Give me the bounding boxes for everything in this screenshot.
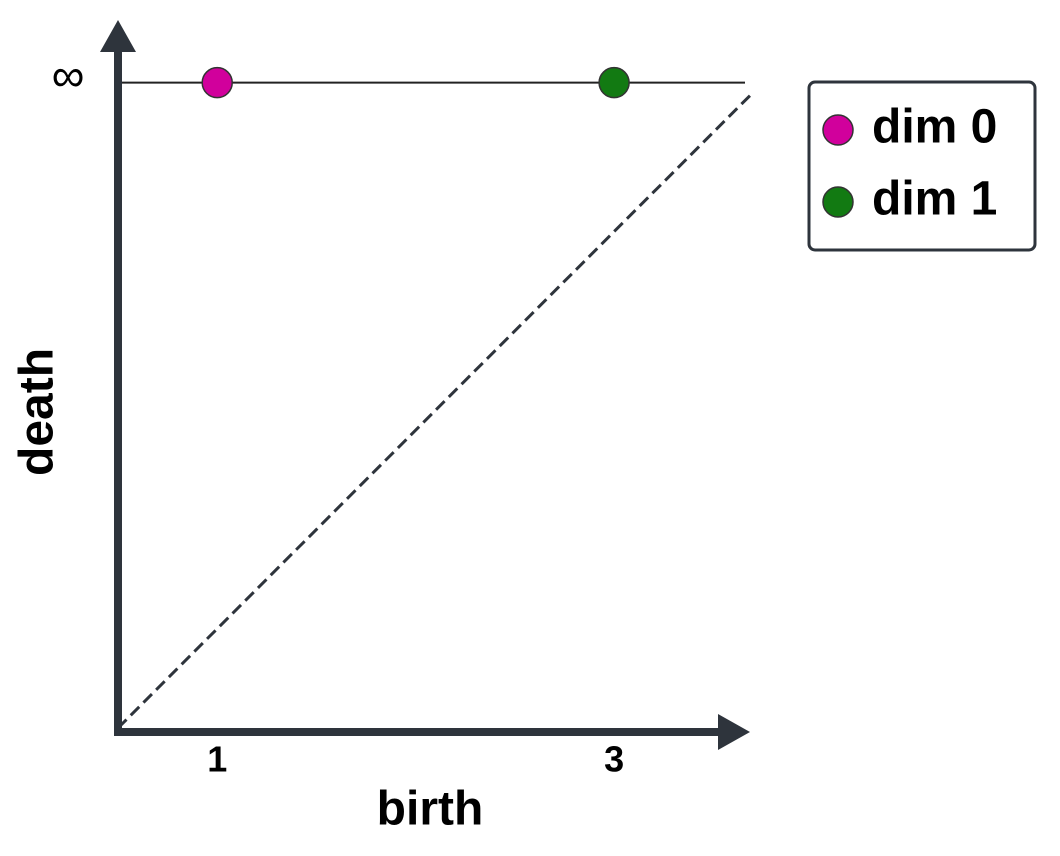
legend-marker bbox=[822, 186, 854, 218]
legend-marker bbox=[822, 114, 854, 146]
point bbox=[598, 66, 630, 99]
x-axis-arrow bbox=[718, 714, 750, 750]
x-tick-label: 3 bbox=[604, 739, 624, 780]
y-axis-label: death bbox=[11, 348, 64, 476]
legend-box bbox=[807, 80, 1037, 252]
legend-label: dim 0 bbox=[872, 101, 997, 154]
point bbox=[201, 66, 233, 99]
x-tick-label: 1 bbox=[207, 739, 227, 780]
legend-label: dim 1 bbox=[872, 173, 997, 226]
x-axis-label: birth bbox=[377, 783, 484, 836]
diagonal bbox=[116, 94, 752, 730]
y-axis-arrow bbox=[100, 20, 136, 52]
y-tick-label: ∞ bbox=[52, 49, 85, 101]
